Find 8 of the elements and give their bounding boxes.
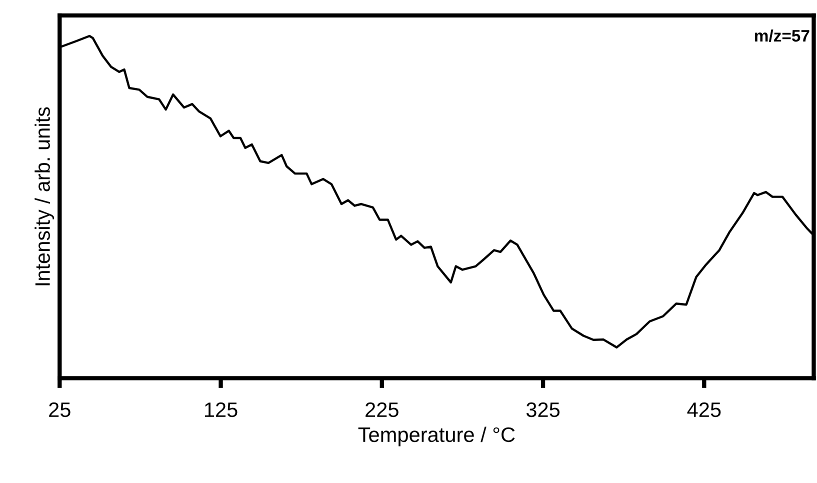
x-axis-title: Temperature / °C	[358, 426, 515, 446]
x-tick-label: 25	[49, 402, 70, 418]
x-tick-label: 125	[204, 402, 238, 418]
x-tick-label: 425	[687, 402, 721, 418]
y-axis-title: Intensity / arb. units	[34, 107, 54, 286]
x-tick-label: 325	[526, 402, 560, 418]
x-tick-label: 225	[366, 402, 398, 418]
annotation: m/z=57	[755, 29, 810, 42]
